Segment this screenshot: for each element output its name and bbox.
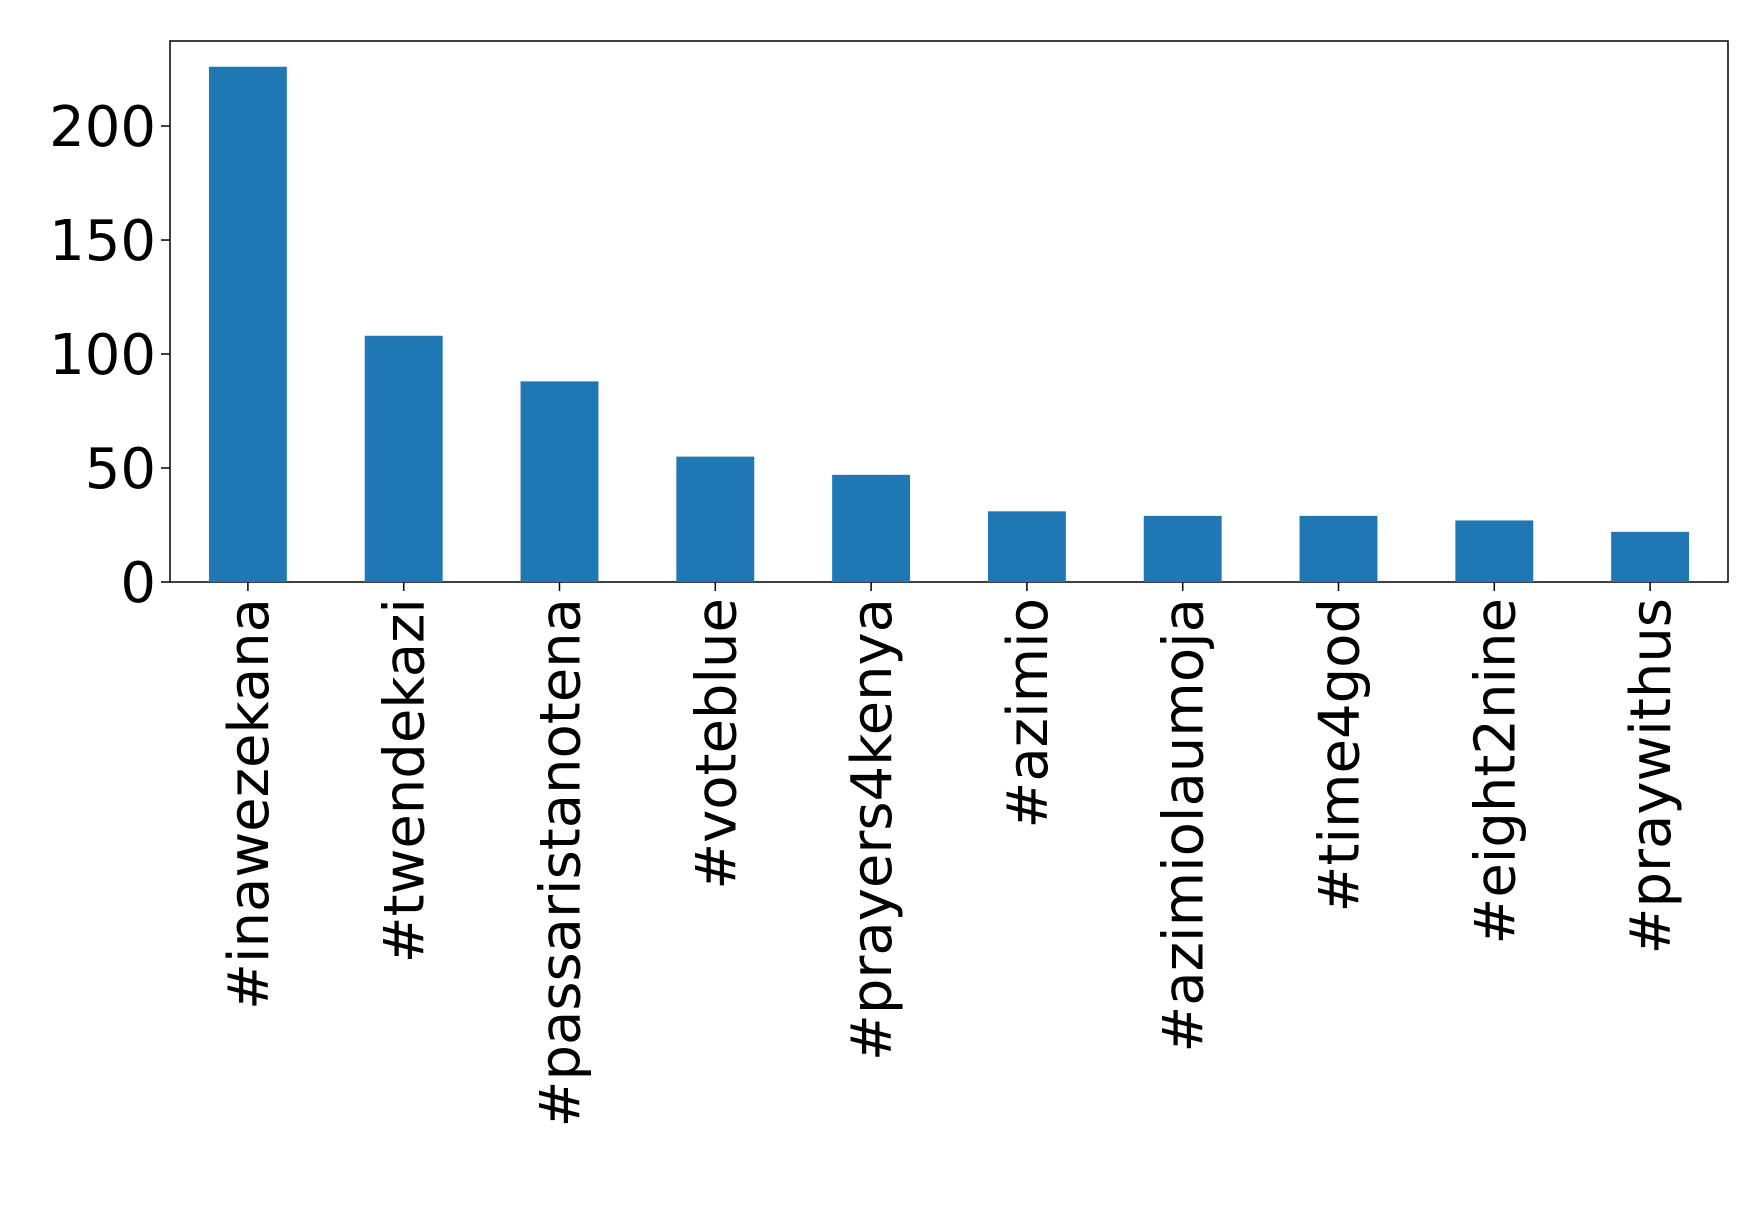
x-tick-label: #time4god — [1308, 598, 1373, 912]
x-tick-label: #azimio — [996, 598, 1061, 829]
plot-frame — [169, 40, 1729, 583]
bar — [520, 381, 599, 582]
bar — [364, 335, 443, 582]
bar — [1143, 515, 1222, 582]
y-tick-label: 50 — [85, 437, 156, 502]
bar — [1455, 520, 1534, 582]
x-tick-label: #twendekazi — [373, 598, 438, 963]
bar — [208, 66, 287, 582]
y-tick-label: 100 — [49, 323, 156, 388]
x-tick-label: #voteblue — [684, 598, 749, 890]
x-tick-label: #passaristanotena — [529, 598, 594, 1127]
x-tick-label: #praywithus — [1619, 598, 1684, 954]
x-tick-label: #eight2nine — [1463, 598, 1528, 945]
x-tick-label: #azimiolaumoja — [1152, 598, 1217, 1053]
bar — [1299, 515, 1378, 582]
bar — [832, 474, 911, 582]
bar — [1611, 531, 1690, 582]
x-tick-label: #inawezekana — [217, 598, 282, 1010]
y-tick-label: 200 — [49, 95, 156, 160]
bar — [676, 456, 755, 582]
y-tick-label: 0 — [120, 551, 156, 616]
y-tick-label: 150 — [49, 209, 156, 274]
bar — [987, 511, 1066, 582]
x-tick-label: #prayers4kenya — [840, 598, 905, 1061]
